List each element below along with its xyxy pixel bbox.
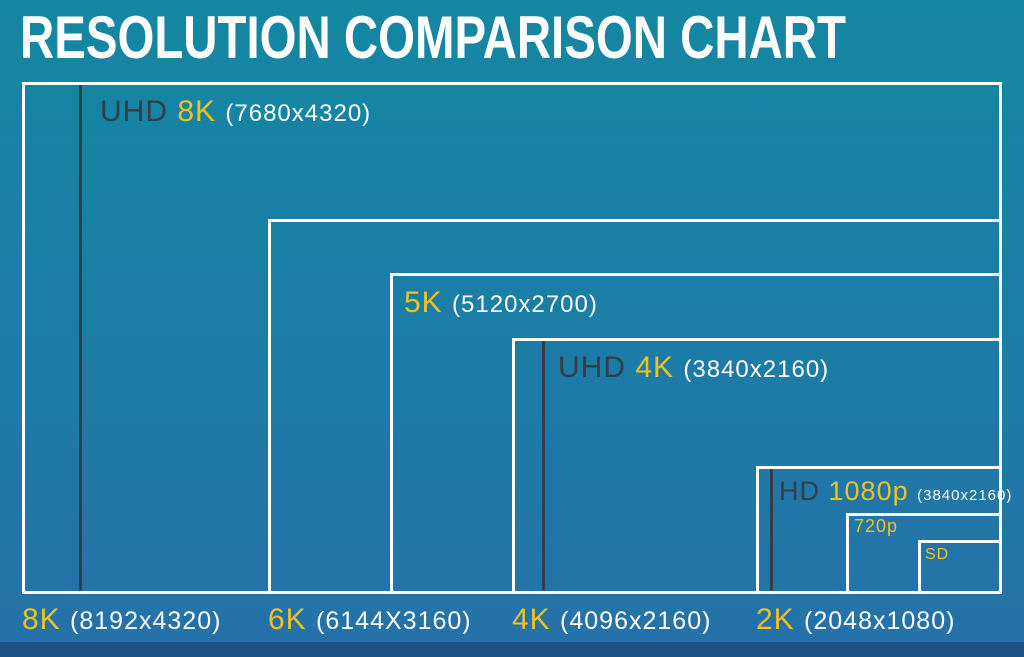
- label-720p-value: 720p: [854, 516, 899, 536]
- label-uhd-8k-detail: (7680x4320): [225, 100, 372, 127]
- label-uhd-4k: UHD 4K (3840x2160): [558, 351, 829, 385]
- label-uhd-8k-prefix: UHD: [100, 95, 168, 128]
- bottom-label-6k-detail: (6144X3160): [316, 607, 472, 635]
- label-uhd-4k-value: 4K: [635, 351, 675, 384]
- bottom-label-4k: 4K (4096x2160): [512, 603, 711, 637]
- footer-bar: [0, 642, 1024, 657]
- bottom-label-6k-value: 6K: [268, 603, 307, 636]
- bottom-label-8k: 8K (8192x4320): [22, 603, 221, 637]
- label-5k-value: 5K: [404, 286, 443, 319]
- divider-line-uhd-8k: [79, 85, 82, 591]
- bottom-label-6k: 6K (6144X3160): [268, 603, 472, 637]
- bottom-label-8k-value: 8K: [22, 603, 61, 636]
- label-uhd-4k-detail: (3840x2160): [683, 356, 830, 383]
- bottom-label-8k-detail: (8192x4320): [70, 607, 222, 635]
- label-5k: 5K (5120x2700): [404, 286, 598, 320]
- label-5k-detail: (5120x2700): [452, 291, 598, 318]
- bottom-label-4k-detail: (4096x2160): [560, 607, 712, 635]
- label-sd: SD: [925, 546, 949, 564]
- label-sd-value: SD: [925, 546, 950, 563]
- divider-line-hd-1080p: [770, 469, 773, 591]
- bottom-label-2k-detail: (2048x1080): [804, 607, 956, 635]
- label-uhd-8k-value: 8K: [177, 95, 217, 128]
- bottom-label-2k-value: 2K: [756, 603, 795, 636]
- divider-line-uhd-4k: [542, 341, 545, 591]
- bottom-label-4k-value: 4K: [512, 603, 551, 636]
- label-hd-1080p: HD 1080p (3840x2160): [779, 476, 1012, 507]
- box-sd: [918, 540, 1002, 594]
- label-hd-1080p-detail: (3840x2160): [917, 487, 1013, 504]
- label-uhd-4k-prefix: UHD: [558, 351, 626, 384]
- label-uhd-8k: UHD 8K (7680x4320): [100, 95, 371, 129]
- label-hd-1080p-prefix: HD: [779, 476, 820, 506]
- label-hd-1080p-value: 1080p: [828, 476, 909, 506]
- bottom-label-2k: 2K (2048x1080): [756, 603, 955, 637]
- page-title: RESOLUTION COMPARISON CHART: [20, 4, 846, 71]
- label-720p: 720p: [854, 516, 898, 537]
